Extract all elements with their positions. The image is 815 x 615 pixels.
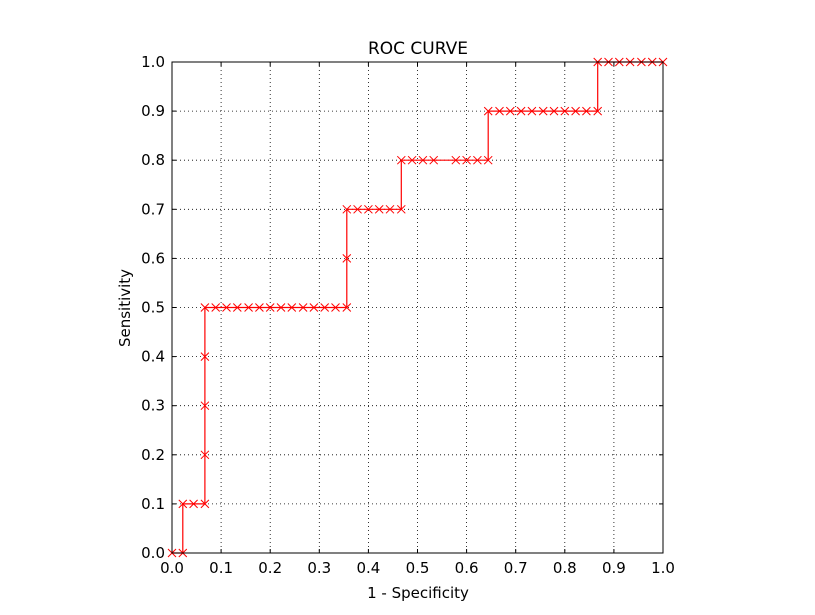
roc-point-marker — [385, 204, 395, 214]
y-tick-label: 0.7 — [141, 200, 165, 218]
roc-point-marker — [483, 106, 493, 116]
roc-point-marker — [538, 106, 548, 116]
y-tick-label: 0.6 — [141, 249, 165, 267]
x-tick-label: 0.1 — [209, 559, 233, 577]
y-tick-label: 0.8 — [141, 151, 165, 169]
roc-point-marker — [265, 303, 275, 312]
y-tick-label: 0.4 — [141, 348, 165, 366]
roc-point-marker — [527, 106, 537, 116]
roc-point-marker — [342, 204, 352, 214]
x-tick-label: 0.7 — [504, 559, 528, 577]
roc-point-marker — [396, 155, 406, 165]
roc-point-marker — [200, 450, 210, 460]
roc-point-marker — [232, 303, 242, 312]
axis-ticks: 0.0 0.1 0.2 0.3 0.4 0.5 0.6 0.7 0.8 0.9 1.0 0.0 0.1 0… — [141, 53, 675, 577]
roc-point-marker — [222, 303, 231, 312]
roc-point-marker — [560, 106, 570, 116]
roc-point-marker — [320, 303, 330, 312]
x-tick-label: 0.0 — [160, 559, 184, 577]
y-tick-label: 0.0 — [141, 544, 165, 562]
x-tick-label: 0.9 — [602, 559, 626, 577]
x-tick-label: 1.0 — [651, 559, 675, 577]
roc-point-marker — [462, 155, 471, 165]
roc-point-marker — [276, 303, 286, 312]
roc-point-marker — [582, 106, 591, 116]
roc-point-marker — [451, 155, 461, 165]
roc-point-marker — [342, 254, 352, 263]
x-tick-label: 0.5 — [406, 559, 430, 577]
x-tick-label: 0.4 — [356, 559, 380, 577]
roc-point-marker — [189, 499, 198, 509]
roc-point-marker — [353, 204, 362, 214]
x-tick-label: 0.6 — [455, 559, 479, 577]
x-tick-label: 0.3 — [307, 559, 331, 577]
y-axis-label: Sensitivity — [116, 269, 134, 347]
y-tick-label: 0.1 — [141, 495, 165, 513]
roc-point-marker — [374, 204, 384, 214]
roc-point-marker — [593, 106, 603, 116]
roc-point-marker — [211, 303, 221, 312]
y-tick-label: 1.0 — [141, 53, 165, 71]
roc-point-marker — [516, 106, 526, 116]
roc-point-marker — [407, 155, 417, 165]
roc-point-marker — [331, 303, 340, 312]
roc-point-marker — [364, 204, 373, 214]
roc-point-marker — [200, 401, 210, 411]
x-axis-label: 1 - Specificity — [367, 584, 469, 602]
roc-point-marker — [309, 303, 319, 312]
y-tick-label: 0.2 — [141, 446, 165, 464]
chart-title: ROC CURVE — [368, 39, 468, 59]
x-tick-label: 0.8 — [553, 559, 577, 577]
roc-point-marker — [429, 155, 439, 165]
roc-point-marker — [396, 204, 406, 214]
roc-point-marker — [178, 499, 188, 509]
roc-point-marker — [200, 352, 210, 361]
y-tick-label: 0.5 — [141, 299, 165, 317]
roc-point-marker — [549, 106, 559, 116]
roc-point-marker — [483, 155, 493, 165]
roc-point-marker — [287, 303, 297, 312]
roc-point-marker — [255, 303, 264, 312]
roc-point-marker — [571, 106, 580, 116]
roc-point-marker — [495, 106, 504, 116]
roc-line — [172, 61, 663, 554]
roc-series — [167, 57, 668, 558]
roc-point-marker — [418, 155, 428, 165]
y-tick-label: 0.9 — [141, 102, 165, 120]
roc-point-marker — [505, 106, 515, 116]
roc-point-marker — [200, 499, 210, 509]
roc-point-marker — [298, 303, 308, 312]
roc-point-marker — [244, 303, 253, 312]
roc-point-marker — [342, 303, 352, 312]
roc-point-marker — [473, 155, 482, 165]
roc-point-marker — [200, 303, 210, 312]
y-tick-label: 0.3 — [141, 397, 165, 415]
x-tick-label: 0.2 — [258, 559, 282, 577]
